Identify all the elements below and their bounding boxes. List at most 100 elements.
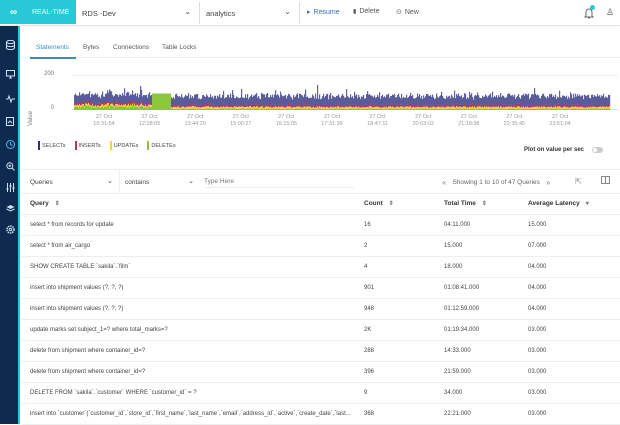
x-tick: 27 Oct 18:47:11 [367, 114, 389, 127]
gridline [72, 75, 618, 76]
sort-icon[interactable]: ⇕ [388, 201, 394, 208]
database-select-value: analytics [206, 8, 236, 18]
x-tick: 27 Oct 22:35:45 [503, 114, 526, 127]
notifications-button[interactable] [583, 5, 595, 19]
total-time-cell: 34.000 [444, 382, 528, 404]
query-cell: select * from records for update [22, 214, 364, 236]
plot-per-sec-toggle[interactable] [592, 147, 603, 153]
query-cell: delete from shipment where container_id=… [22, 340, 364, 362]
tab-table-locks[interactable]: Table Locks [162, 44, 197, 51]
avg-latency-cell: 03.000 [528, 340, 620, 362]
x-tick: 27 Oct 23:51:04 [549, 114, 571, 127]
monitor-icon[interactable] [0, 70, 20, 81]
play-icon: ▸ [307, 9, 311, 16]
legend-label: INSERTs [78, 142, 101, 149]
user-icon[interactable]: ♙ [606, 7, 615, 17]
legend-item-selects[interactable]: SELECTs [38, 141, 66, 150]
tab-statements[interactable]: Statements [36, 44, 69, 51]
table-row[interactable]: insert into shipment values (?, ?, ?) 901… [22, 277, 620, 299]
legend-swatch [109, 141, 112, 150]
table-row[interactable]: select * from air_cargo 2 15.000 07.000 [22, 235, 620, 257]
column-header-total-time[interactable]: Total Time ⇕ [444, 194, 528, 215]
x-tick: 27 Oct 15:00:27 [230, 114, 252, 127]
count-cell: 368 [364, 403, 444, 425]
chevron-down-icon: ⌄ [284, 7, 291, 16]
table-row[interactable]: update marks set subject_1=? where total… [22, 319, 620, 341]
layers-icon[interactable] [0, 204, 20, 215]
table-row[interactable]: SHOW CREATE TABLE `sakila`.`film` 4 18.000… [22, 256, 620, 278]
logo-icon: ∞ [9, 6, 17, 18]
pagination: « Showing 1 to 10 of 47 Queries » [442, 178, 550, 187]
sort-desc-icon[interactable]: ▾ [585, 201, 589, 208]
total-time-cell: 21:59.000 [444, 361, 528, 383]
new-button[interactable]: ⊙ New [396, 8, 419, 17]
tab-connections[interactable]: Connections [113, 44, 150, 51]
notification-dot [590, 5, 595, 10]
pagination-status: Showing 1 to 10 of 47 Queries [452, 179, 540, 186]
table-row[interactable]: insert into shipment values (?, ?, ?) 948… [22, 298, 620, 320]
legend-swatch [38, 141, 40, 150]
sliders-icon[interactable] [0, 183, 20, 194]
legend-item-updates[interactable]: UPDATEs [109, 141, 138, 150]
avg-latency-cell: 15.000 [528, 214, 620, 236]
next-page-icon[interactable]: » [545, 178, 551, 187]
tab-bytes[interactable]: Bytes [83, 44, 100, 51]
sort-icon[interactable]: ⇕ [481, 201, 487, 208]
clock-icon[interactable] [0, 140, 20, 151]
count-cell: 2K [364, 319, 444, 341]
sort-icon[interactable]: ⇕ [54, 201, 60, 208]
avg-latency-cell: 04.000 [528, 298, 620, 320]
queries-table: Query ⇕ Count ⇕ Total Time ⇕ Average Latenc… [22, 194, 620, 425]
column-header-average-latency[interactable]: Average Latency ▾ [528, 194, 620, 215]
zoom-icon[interactable] [0, 162, 20, 173]
query-cell: insert into `customer`(`customer_id`,`st… [22, 403, 364, 425]
prev-page-icon[interactable]: « [442, 178, 447, 187]
query-cell: SHOW CREATE TABLE `sakila`.`film` [22, 256, 364, 278]
chevron-down-icon: ⌄ [107, 178, 113, 185]
avg-latency-cell: 04.000 [528, 256, 620, 278]
total-time-cell: 22:21.000 [444, 403, 528, 425]
table-row[interactable]: delete from shipment where container_id=… [22, 340, 620, 362]
chart-legend: SELECTs INSERTs UPDATEs DELETEs [38, 141, 176, 150]
filter-value-input[interactable] [204, 176, 354, 188]
table-row[interactable]: select * from records for update 16 04:11.… [22, 214, 620, 236]
legend-item-inserts[interactable]: INSERTs [74, 141, 101, 150]
y-tick: 0 [50, 105, 54, 111]
query-cell: delete from shipment where container_id=… [22, 361, 364, 383]
total-time-cell: 18.000 [444, 256, 528, 278]
columns-icon[interactable] [601, 176, 610, 184]
column-header-count[interactable]: Count ⇕ [364, 194, 444, 215]
active-tab-indicator [30, 57, 76, 59]
table-row[interactable]: delete from shipment where container_id=… [22, 361, 620, 383]
count-cell: 948 [364, 298, 444, 320]
report-icon[interactable] [0, 117, 20, 128]
avg-latency-cell: 03.000 [528, 403, 620, 425]
table-row[interactable]: DELETE FROM `sakila`.`customer` WHERE `c… [22, 382, 620, 404]
delete-label: Delete [359, 8, 380, 15]
delete-button[interactable]: ▮ Delete [353, 8, 380, 15]
table-row[interactable]: insert into `customer`(`customer_id`,`st… [22, 403, 620, 425]
database-icon[interactable] [0, 39, 20, 52]
avg-latency-cell: 03.000 [528, 319, 620, 341]
legend-item-deletes[interactable]: DELETEs [147, 141, 176, 150]
column-header-query[interactable]: Query ⇕ [22, 194, 364, 215]
top-bar: ∞ REAL-TIME RDS -Dev ⌄ analytics ⌄ ▸ Res… [0, 0, 620, 26]
pulse-icon[interactable] [0, 94, 20, 105]
instance-select[interactable]: RDS -Dev ⌄ [76, 2, 200, 24]
table-header-row: Query ⇕ Count ⇕ Total Time ⇕ Average Latenc… [22, 194, 620, 215]
export-icon[interactable]: ⇱ [575, 177, 582, 186]
chevron-down-icon: ⌄ [188, 178, 194, 185]
count-cell: 288 [364, 340, 444, 362]
filter-operator-select[interactable]: contains ⌄ [120, 170, 200, 194]
avg-latency-cell: 03.000 [528, 361, 620, 383]
new-label: New [404, 8, 419, 16]
legend-swatch [74, 141, 77, 150]
settings-icon[interactable] [0, 225, 20, 236]
plus-circle-icon: ⊙ [396, 9, 402, 16]
total-time-cell: 14:33.000 [444, 340, 528, 362]
filter-field-select[interactable]: Queries ⌄ [22, 170, 120, 194]
resume-button[interactable]: ▸ Resume [307, 8, 340, 17]
database-select[interactable]: analytics ⌄ [200, 2, 300, 24]
legend-label: DELETEs [151, 142, 176, 149]
query-cell: update marks set subject_1=? where total… [22, 319, 364, 341]
